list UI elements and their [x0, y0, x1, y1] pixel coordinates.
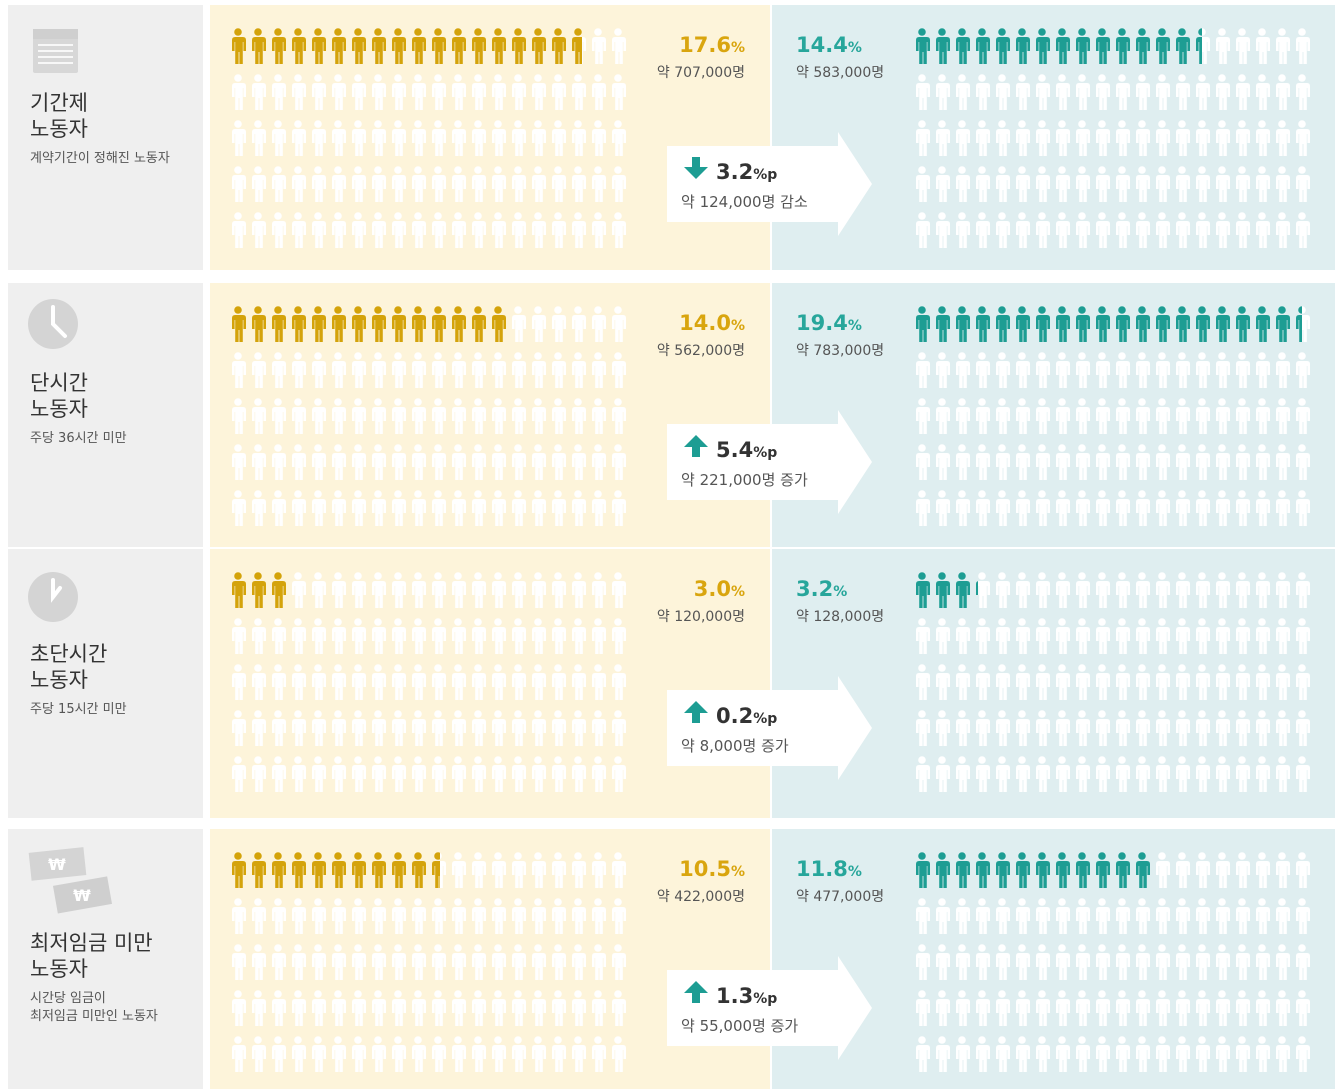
percent-unit: %: [731, 584, 745, 600]
arrow-down-icon: [684, 157, 708, 179]
change-arrow: [667, 676, 872, 780]
section-subtitle: 계약기간이 정해진 노동자: [30, 151, 170, 166]
count-label: 약 128,000명: [796, 609, 884, 625]
percent-number: 14.0: [679, 311, 731, 335]
percent-number: 17.6: [679, 33, 731, 57]
change-value: 5.4%p: [716, 438, 777, 462]
change-value: 0.2%p: [716, 704, 777, 728]
change-unit: %p: [753, 711, 777, 727]
percent-number: 10.5: [679, 857, 731, 881]
change-value: 1.3%p: [716, 984, 777, 1008]
change-unit: %p: [753, 167, 777, 183]
section-title: 노동자: [30, 117, 88, 141]
section-title: 단시간: [30, 371, 88, 395]
count-label: 약 477,000명: [796, 889, 884, 905]
section-subtitle: 시간당 임금이: [30, 991, 106, 1006]
change-number: 0.2: [716, 704, 753, 728]
currency-symbol: ₩: [73, 886, 91, 905]
calendar-icon: [33, 29, 78, 73]
change-note: 약 8,000명 증가: [681, 737, 789, 755]
currency-symbol: ₩: [48, 855, 66, 874]
percent-value: 17.6%: [679, 33, 745, 57]
section-subtitle: 주당 36시간 미만: [30, 431, 127, 446]
section-title: 노동자: [30, 668, 88, 692]
percent-number: 11.8: [796, 857, 848, 881]
before-panel: [210, 549, 770, 818]
change-note: 약 124,000명 감소: [681, 193, 808, 211]
percent-unit: %: [848, 40, 862, 56]
section-subtitle: 주당 15시간 미만: [30, 702, 127, 717]
section-title: 노동자: [30, 397, 88, 421]
change-number: 5.4: [716, 438, 753, 462]
percent-value: 11.8%: [796, 857, 862, 881]
change-unit: %p: [753, 445, 777, 461]
percent-number: 3.2: [796, 577, 833, 601]
percent-number: 14.4: [796, 33, 848, 57]
percent-unit: %: [731, 864, 745, 880]
count-label: 약 583,000명: [796, 65, 884, 81]
clock-icon: [28, 299, 78, 349]
section-title: 노동자: [30, 957, 88, 981]
change-note: 약 55,000명 증가: [681, 1017, 798, 1035]
arrow-up-icon: [684, 701, 708, 723]
percent-unit: %: [833, 584, 847, 600]
percent-value: 3.0%: [694, 577, 745, 601]
change-value: 3.2%p: [716, 160, 777, 184]
clock-icon: [28, 572, 78, 622]
percent-number: 3.0: [694, 577, 731, 601]
percent-value: 10.5%: [679, 857, 745, 881]
arrow-up-icon: [684, 435, 708, 457]
change-note: 약 221,000명 증가: [681, 471, 808, 489]
percent-unit: %: [731, 318, 745, 334]
money-icon: ₩ ₩: [28, 847, 113, 914]
count-label: 약 707,000명: [657, 65, 745, 81]
section-subtitle: 최저임금 미만인 노동자: [30, 1009, 158, 1024]
percent-value: 14.4%: [796, 33, 862, 57]
percent-unit: %: [731, 40, 745, 56]
percent-unit: %: [848, 318, 862, 334]
change-number: 3.2: [716, 160, 753, 184]
percent-value: 3.2%: [796, 577, 847, 601]
section-title: 기간제: [30, 91, 88, 115]
change-unit: %p: [753, 991, 777, 1007]
section-title: 초단시간: [30, 642, 107, 666]
percent-number: 19.4: [796, 311, 848, 335]
count-label: 약 422,000명: [657, 889, 745, 905]
percent-unit: %: [848, 864, 862, 880]
arrow-up-icon: [684, 981, 708, 1003]
change-arrow: [667, 410, 872, 514]
change-arrow: [667, 956, 872, 1060]
count-label: 약 120,000명: [657, 609, 745, 625]
after-panel: [772, 549, 1335, 818]
section-title: 최저임금 미만: [30, 931, 153, 955]
percent-value: 19.4%: [796, 311, 862, 335]
change-arrow: [667, 132, 872, 236]
count-label: 약 562,000명: [657, 343, 745, 359]
percent-value: 14.0%: [679, 311, 745, 335]
count-label: 약 783,000명: [796, 343, 884, 359]
change-number: 1.3: [716, 984, 753, 1008]
